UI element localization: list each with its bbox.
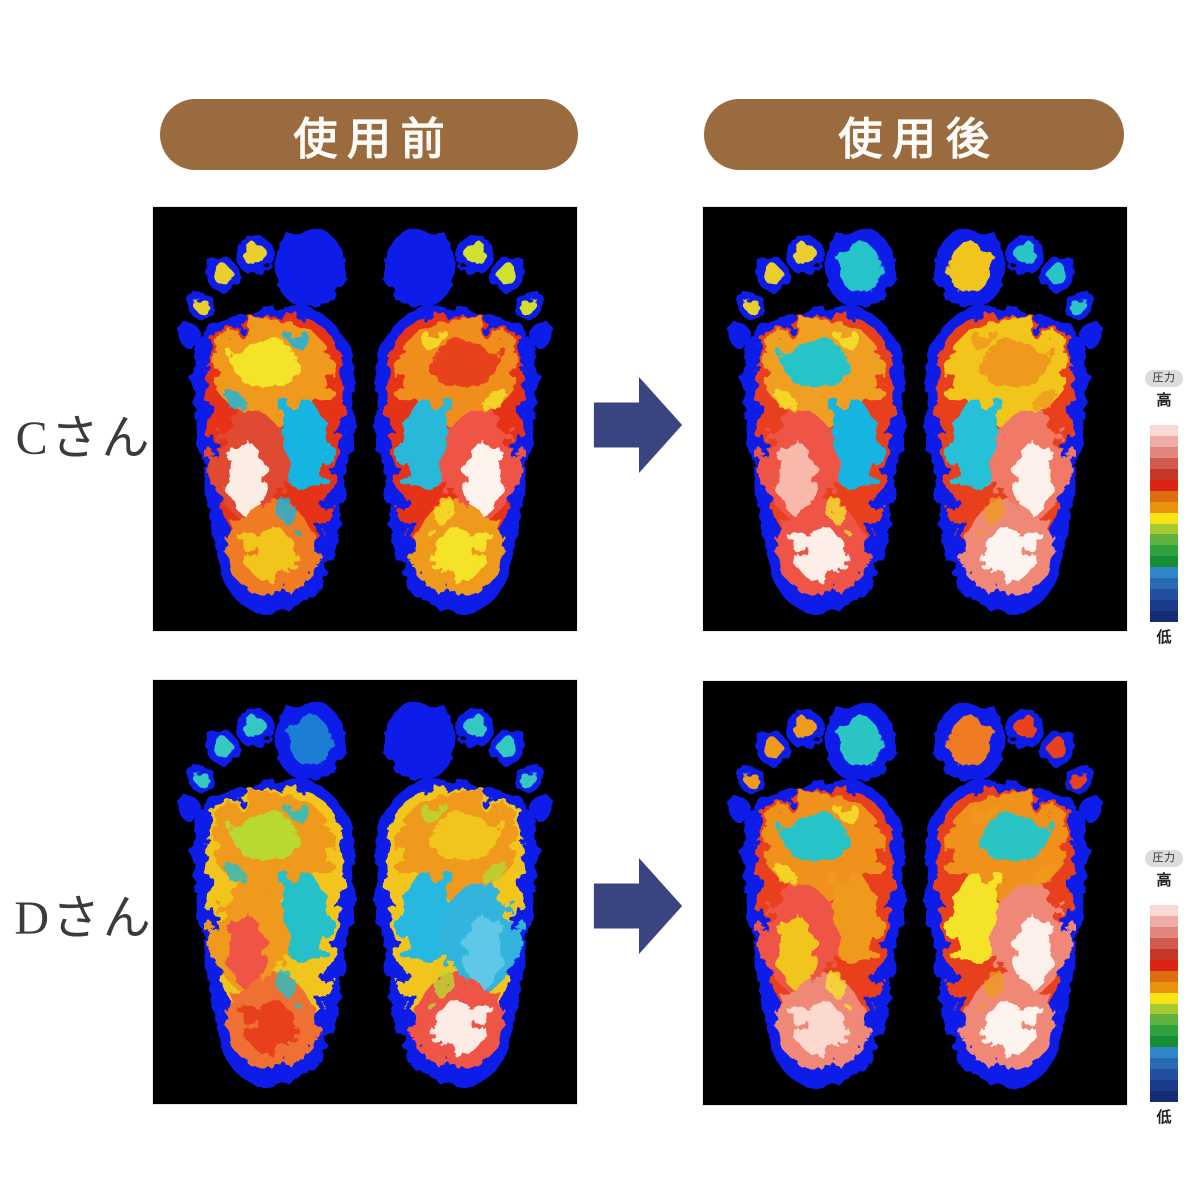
legend-color-band <box>1150 1080 1178 1092</box>
heatmap-panel-c-after <box>702 206 1128 632</box>
header-pill-before: 使用前 <box>160 99 578 170</box>
legend-color-band <box>1150 992 1178 1004</box>
pressure-legend-bottom: 圧力 高 低 <box>1138 850 1190 1129</box>
pressure-legend-top: 圧力 高 低 <box>1138 370 1190 649</box>
legend-color-band <box>1150 926 1178 938</box>
foot-pressure-heatmap-c-after <box>703 207 1127 631</box>
legend-color-band <box>1150 1014 1178 1026</box>
legend-color-band <box>1150 578 1178 590</box>
legend-color-band <box>1150 545 1178 557</box>
legend-color-band <box>1150 1003 1178 1015</box>
legend-color-band <box>1150 915 1178 927</box>
legend-color-band <box>1150 556 1178 568</box>
legend-color-band <box>1150 1047 1178 1059</box>
legend-color-band <box>1150 1025 1178 1037</box>
arrow-right-icon <box>593 857 683 955</box>
foot-pressure-heatmap-d-after <box>703 681 1127 1105</box>
arrow-right-icon <box>593 376 683 474</box>
foot-pressure-heatmap-c-before <box>153 207 577 631</box>
legend-color-band <box>1150 512 1178 524</box>
header-pill-after: 使用後 <box>704 99 1124 170</box>
legend-title-badge: 圧力 <box>1145 370 1183 387</box>
legend-high-label: 高 <box>1156 872 1172 889</box>
legend-color-band <box>1150 904 1178 916</box>
legend-color-band <box>1150 970 1178 982</box>
legend-color-band <box>1150 534 1178 546</box>
legend-color-band <box>1150 567 1178 579</box>
legend-color-band <box>1150 1058 1178 1070</box>
legend-color-band <box>1150 457 1178 469</box>
legend-color-band <box>1150 959 1178 971</box>
legend-color-band <box>1150 611 1178 623</box>
row-label-person-c: Cさん <box>15 412 153 465</box>
legend-high-label: 高 <box>1156 392 1172 409</box>
legend-colorbar <box>1150 894 1178 1103</box>
header-after-label: 使用後 <box>838 114 1000 164</box>
header-before-label: 使用前 <box>293 114 455 164</box>
legend-color-band <box>1150 589 1178 601</box>
legend-color-band <box>1150 894 1178 905</box>
legend-color-band <box>1150 1091 1178 1103</box>
legend-color-band <box>1150 424 1178 436</box>
legend-low-label: 低 <box>1156 629 1172 646</box>
legend-color-band <box>1150 435 1178 447</box>
legend-color-band <box>1150 468 1178 480</box>
heatmap-panel-c-before <box>152 206 578 632</box>
legend-color-band <box>1150 479 1178 491</box>
legend-color-band <box>1150 523 1178 535</box>
legend-colorbar <box>1150 414 1178 623</box>
legend-color-band <box>1150 948 1178 960</box>
legend-low-label: 低 <box>1156 1109 1172 1126</box>
legend-color-band <box>1150 937 1178 949</box>
heatmap-panel-d-after <box>702 680 1128 1106</box>
legend-color-band <box>1150 1036 1178 1048</box>
legend-color-band <box>1150 600 1178 612</box>
foot-pressure-heatmap-d-before <box>153 680 577 1104</box>
heatmap-panel-d-before <box>152 679 578 1105</box>
legend-color-band <box>1150 446 1178 458</box>
legend-color-band <box>1150 501 1178 513</box>
row-label-person-d: Dさん <box>14 892 154 945</box>
legend-color-band <box>1150 981 1178 993</box>
legend-color-band <box>1150 414 1178 425</box>
legend-title-badge: 圧力 <box>1145 850 1183 867</box>
legend-color-band <box>1150 1069 1178 1081</box>
legend-color-band <box>1150 490 1178 502</box>
